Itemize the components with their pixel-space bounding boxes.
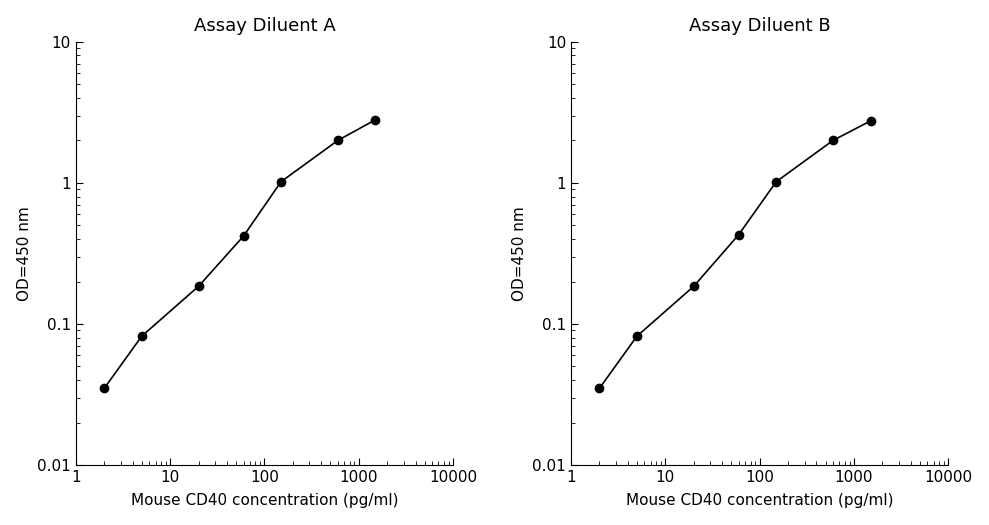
Title: Assay Diluent A: Assay Diluent A [194, 17, 335, 35]
Title: Assay Diluent B: Assay Diluent B [688, 17, 831, 35]
X-axis label: Mouse CD40 concentration (pg/ml): Mouse CD40 concentration (pg/ml) [131, 494, 399, 508]
Y-axis label: OD=450 nm: OD=450 nm [17, 206, 32, 301]
Y-axis label: OD=450 nm: OD=450 nm [512, 206, 527, 301]
X-axis label: Mouse CD40 concentration (pg/ml): Mouse CD40 concentration (pg/ml) [626, 494, 893, 508]
